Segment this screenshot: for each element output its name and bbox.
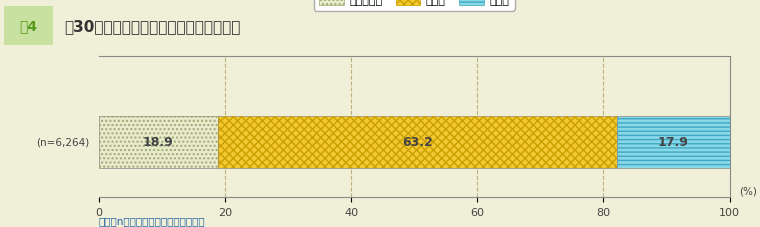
Text: 围4: 围4 (20, 19, 37, 33)
Legend: 課長補佐級, 係長級, その他: 課長補佐級, 係長級, その他 (314, 0, 515, 12)
Bar (616, 116, 730, 168)
Text: 、30代職員調査」役職段階別回答者内訳: 、30代職員調査」役職段階別回答者内訳 (65, 19, 241, 34)
Bar (616, 116, 730, 168)
Bar (218, 116, 616, 168)
FancyBboxPatch shape (2, 5, 55, 47)
Text: (%): (%) (739, 185, 757, 195)
Bar (218, 116, 616, 168)
Text: 17.9: 17.9 (657, 136, 689, 149)
Text: （注）n＝有効回答者数（以下同じ）: （注）n＝有効回答者数（以下同じ） (99, 215, 205, 225)
Bar (99, 116, 218, 168)
Text: 63.2: 63.2 (402, 136, 432, 149)
Text: 18.9: 18.9 (143, 136, 174, 149)
Bar (99, 116, 218, 168)
Text: (n=6,264): (n=6,264) (36, 137, 90, 147)
